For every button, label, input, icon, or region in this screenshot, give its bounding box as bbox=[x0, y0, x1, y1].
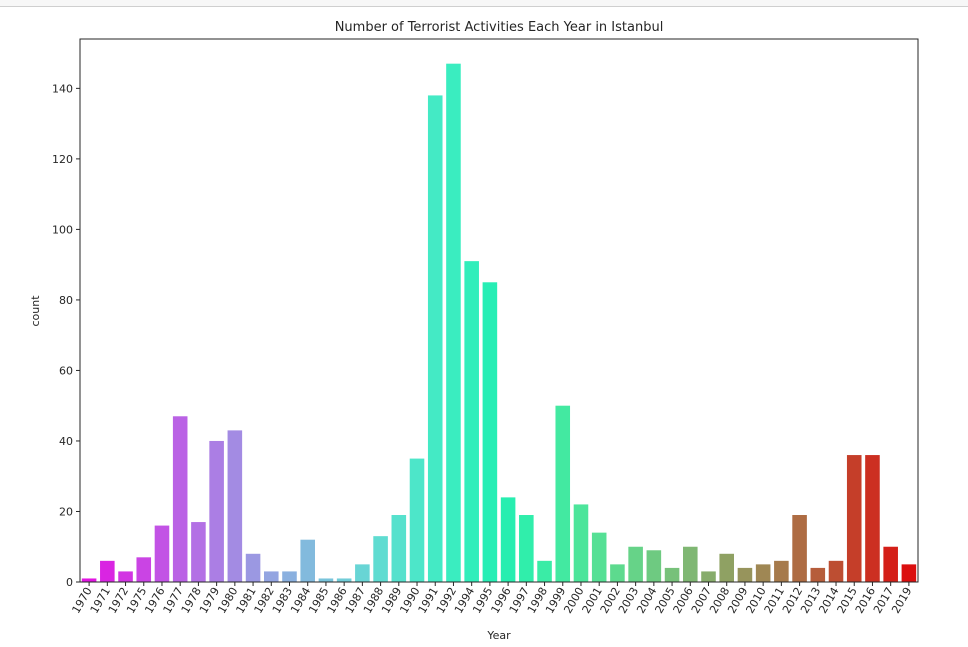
bar-1992 bbox=[446, 63, 461, 583]
bar-2010 bbox=[755, 564, 771, 582]
bar-2000 bbox=[573, 504, 589, 582]
y-tick-label: 80 bbox=[59, 294, 73, 307]
bar-1990 bbox=[409, 458, 425, 582]
bar-2019 bbox=[901, 564, 917, 582]
bar-1983 bbox=[282, 571, 297, 582]
y-tick-label: 100 bbox=[52, 223, 73, 236]
bar-1988 bbox=[373, 536, 388, 582]
bar-2011 bbox=[774, 560, 789, 582]
y-tick-label: 20 bbox=[59, 505, 73, 518]
x-axis-title: Year bbox=[486, 629, 511, 642]
bar-2017 bbox=[883, 546, 898, 582]
bar-2008 bbox=[719, 553, 734, 582]
bar-1994 bbox=[464, 261, 479, 582]
y-tick-label: 60 bbox=[59, 364, 73, 377]
x-axis: 1970197119721975197619771978197919801981… bbox=[69, 582, 914, 616]
bar-1979 bbox=[209, 440, 224, 582]
y-tick-label: 40 bbox=[59, 435, 73, 448]
y-axis: 0 20 40 60 80 100 120 140 bbox=[52, 82, 80, 589]
plot-area-frame bbox=[79, 38, 919, 583]
bar-1999 bbox=[555, 405, 571, 582]
bar-2012 bbox=[792, 515, 807, 582]
bar-1981 bbox=[245, 553, 261, 582]
bar-1989 bbox=[391, 515, 407, 582]
bar-1977 bbox=[172, 416, 188, 582]
bar-1970 bbox=[81, 578, 97, 582]
bar-1982 bbox=[264, 571, 279, 582]
bar-2004 bbox=[646, 550, 662, 582]
bar-1978 bbox=[191, 522, 206, 582]
bar-1986 bbox=[336, 578, 352, 582]
bar-1996 bbox=[500, 497, 516, 582]
bar-1984 bbox=[300, 539, 315, 582]
y-tick-label: 140 bbox=[52, 82, 73, 95]
bar-1980 bbox=[227, 430, 243, 582]
bar-2013 bbox=[810, 567, 826, 582]
x-tick-label-2019: 2019 bbox=[889, 585, 914, 616]
bar-1972 bbox=[118, 571, 133, 582]
bar-1991 bbox=[427, 95, 443, 583]
bar-2007 bbox=[701, 571, 716, 582]
bar-1987 bbox=[355, 564, 370, 582]
bar-1985 bbox=[318, 578, 334, 582]
bar-1998 bbox=[537, 560, 552, 582]
bar-1971 bbox=[100, 560, 115, 582]
bars-group bbox=[81, 63, 917, 583]
notebook-output-border bbox=[0, 0, 968, 7]
bar-1976 bbox=[154, 525, 170, 582]
y-axis-title: count bbox=[29, 295, 42, 327]
bar-1975 bbox=[136, 557, 152, 582]
bar-2002 bbox=[610, 564, 625, 582]
bar-2005 bbox=[664, 567, 680, 582]
bar-1995 bbox=[482, 282, 498, 582]
bar-2015 bbox=[846, 455, 862, 582]
bar-2009 bbox=[737, 567, 753, 582]
y-tick-label: 120 bbox=[52, 153, 73, 166]
bar-2006 bbox=[683, 546, 698, 582]
bar-1997 bbox=[519, 515, 534, 582]
bar-2001 bbox=[591, 532, 607, 582]
bar-2014 bbox=[828, 560, 844, 582]
chart-title: Number of Terrorist Activities Each Year… bbox=[335, 20, 664, 35]
y-tick-label: 0 bbox=[66, 576, 73, 589]
bar-2003 bbox=[628, 546, 643, 582]
bar-2016 bbox=[865, 455, 880, 582]
